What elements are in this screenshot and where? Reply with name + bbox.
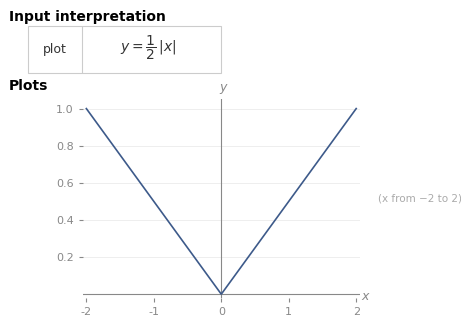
Text: x: x — [361, 291, 369, 304]
Text: plot: plot — [43, 43, 67, 56]
Text: (x from −2 to 2): (x from −2 to 2) — [378, 194, 461, 204]
Text: $y = \dfrac{1}{2}\,|x|$: $y = \dfrac{1}{2}\,|x|$ — [119, 33, 176, 62]
FancyBboxPatch shape — [28, 26, 221, 73]
Text: Plots: Plots — [9, 79, 48, 93]
Text: Input interpretation: Input interpretation — [9, 10, 166, 24]
Text: y: y — [219, 81, 227, 94]
